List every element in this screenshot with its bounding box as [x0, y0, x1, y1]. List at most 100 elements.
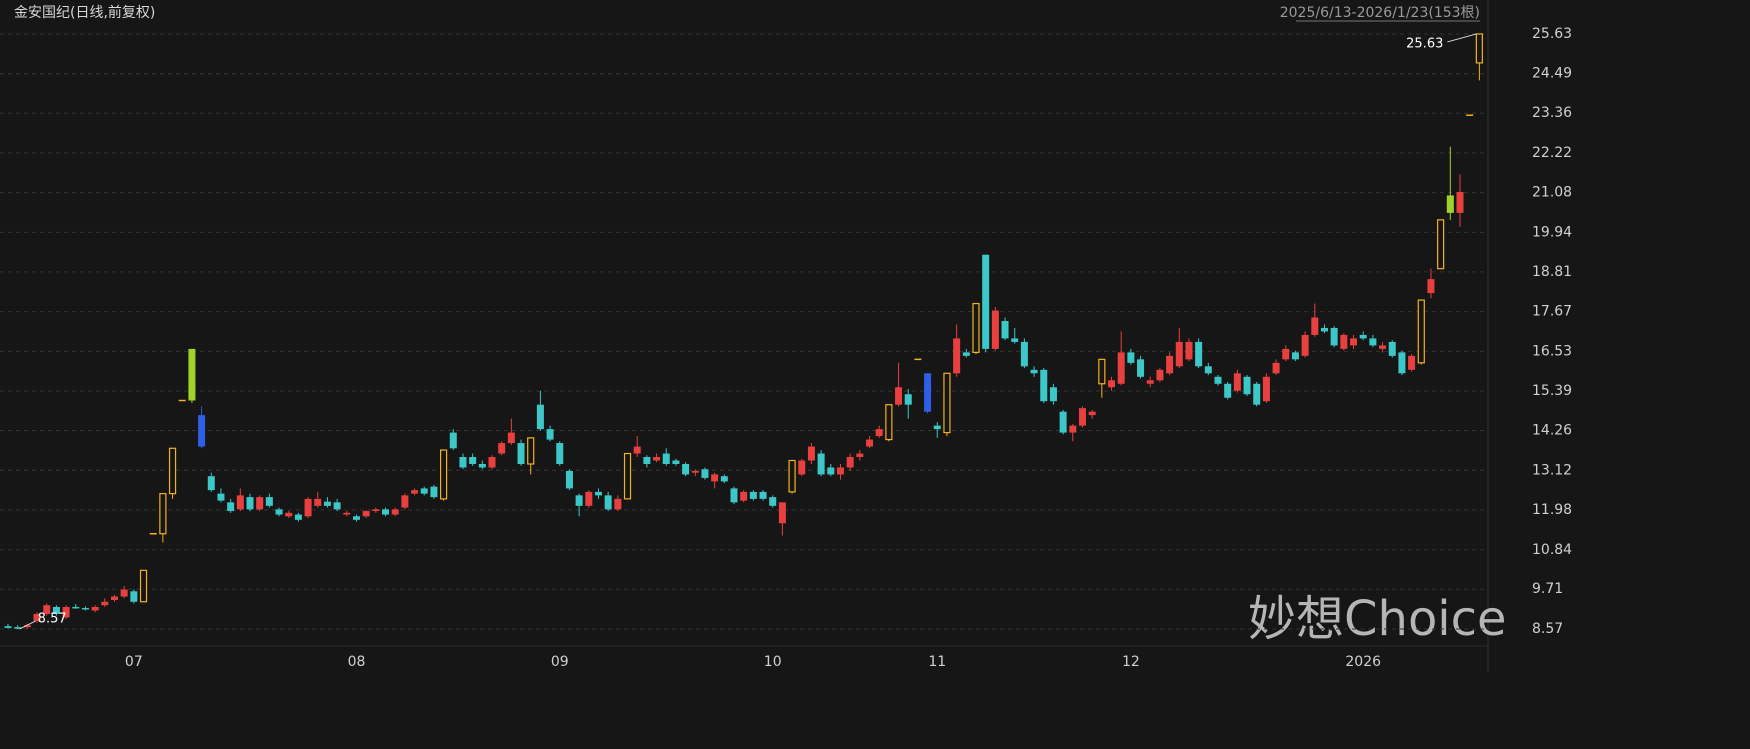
candle-body: [256, 497, 264, 510]
candle-body: [236, 495, 244, 510]
candle-body: [62, 606, 70, 618]
x-tick-label: 08: [348, 654, 366, 670]
candle-body: [333, 502, 341, 510]
candle-body: [536, 404, 544, 430]
candle-body: [604, 495, 612, 510]
candle-body: [478, 463, 486, 468]
max-label: 25.63: [1406, 36, 1443, 51]
candle-body: [1214, 376, 1222, 384]
candle-body: [827, 467, 835, 475]
candle-body: [856, 453, 864, 458]
candle-body: [672, 460, 680, 464]
candle-body: [643, 457, 651, 464]
candle-body: [401, 495, 409, 508]
candle-body: [1011, 338, 1019, 342]
candle-body: [488, 457, 496, 468]
candle-body: [1156, 369, 1164, 381]
candle-body: [120, 589, 128, 597]
candle-body: [294, 514, 302, 520]
candle-body: [623, 452, 632, 500]
candle-body: [110, 596, 118, 601]
candle-body: [1350, 338, 1358, 346]
candle-body: [1408, 355, 1416, 370]
candle-body: [895, 387, 903, 405]
candle-body: [1379, 345, 1387, 349]
y-tick-label: 22.22: [1532, 145, 1572, 161]
candle-body: [982, 254, 990, 349]
candle-body: [943, 372, 951, 434]
candle-body: [382, 509, 390, 515]
candle-body: [846, 457, 854, 468]
candle-body: [662, 453, 670, 464]
candle-body: [1456, 191, 1464, 213]
candle-body: [778, 502, 786, 524]
candle-body: [1369, 338, 1377, 346]
candle-body: [507, 432, 515, 444]
candle-body: [653, 457, 661, 461]
y-tick-label: 11.98: [1532, 502, 1572, 518]
candle-body: [885, 404, 893, 441]
candle-body: [275, 509, 283, 515]
candle-body: [440, 449, 448, 500]
candle-body: [682, 463, 690, 475]
x-tick-label: 12: [1122, 654, 1140, 670]
candle-body: [769, 497, 777, 506]
candle-body: [527, 437, 535, 465]
candle-body: [246, 497, 254, 510]
candle-body: [991, 310, 999, 349]
candle-body: [459, 457, 467, 468]
candle-body: [691, 470, 699, 473]
candle-body: [314, 498, 322, 506]
candle-body: [1020, 341, 1028, 367]
candle-body: [1117, 352, 1125, 384]
candle-body: [23, 625, 31, 628]
candle-body: [759, 491, 767, 499]
candle-body: [933, 425, 941, 430]
chart-title: 金安国纪(日线,前复权): [14, 4, 155, 21]
candle-body: [972, 302, 980, 353]
candle-body: [1166, 355, 1174, 374]
candle-body: [1398, 352, 1406, 374]
candle-body: [740, 491, 748, 501]
candle-body: [1233, 373, 1241, 391]
candle-body: [1049, 387, 1057, 402]
candle-body: [159, 493, 167, 535]
candle-body: [924, 373, 932, 412]
y-tick-label: 18.81: [1532, 264, 1572, 280]
candle-body: [1059, 411, 1067, 433]
y-tick-label: 14.26: [1532, 423, 1572, 439]
candle-body: [207, 476, 215, 491]
candle-body: [875, 429, 883, 437]
candle-body: [101, 601, 109, 606]
candle-body: [1311, 317, 1319, 335]
candle-body: [1388, 341, 1396, 356]
candle-body: [585, 491, 593, 506]
candle-body: [575, 495, 583, 506]
candle-body: [1475, 33, 1483, 64]
candle-body: [1204, 366, 1212, 374]
candle-body: [730, 488, 738, 503]
max-arrow: [1447, 33, 1477, 43]
candle-body: [1320, 327, 1328, 332]
candle-body: [1175, 341, 1183, 367]
candle-body: [4, 626, 12, 628]
min-label: 8.57: [38, 611, 67, 626]
candle-body: [391, 509, 399, 515]
candle-body: [614, 498, 622, 510]
candle-body: [1282, 348, 1290, 360]
candle-body: [1427, 279, 1435, 294]
candle-body: [1301, 334, 1309, 356]
candle-body: [1291, 352, 1299, 360]
candle-body: [866, 439, 874, 447]
candle-body: [352, 516, 360, 520]
candle-body: [836, 467, 844, 475]
candle-body: [633, 446, 641, 454]
candle-body: [411, 490, 419, 494]
candle-body: [1437, 219, 1445, 270]
candle-body: [265, 497, 273, 506]
candle-body: [904, 394, 912, 405]
y-tick-label: 15.39: [1532, 383, 1572, 399]
candle-body: [130, 591, 138, 602]
